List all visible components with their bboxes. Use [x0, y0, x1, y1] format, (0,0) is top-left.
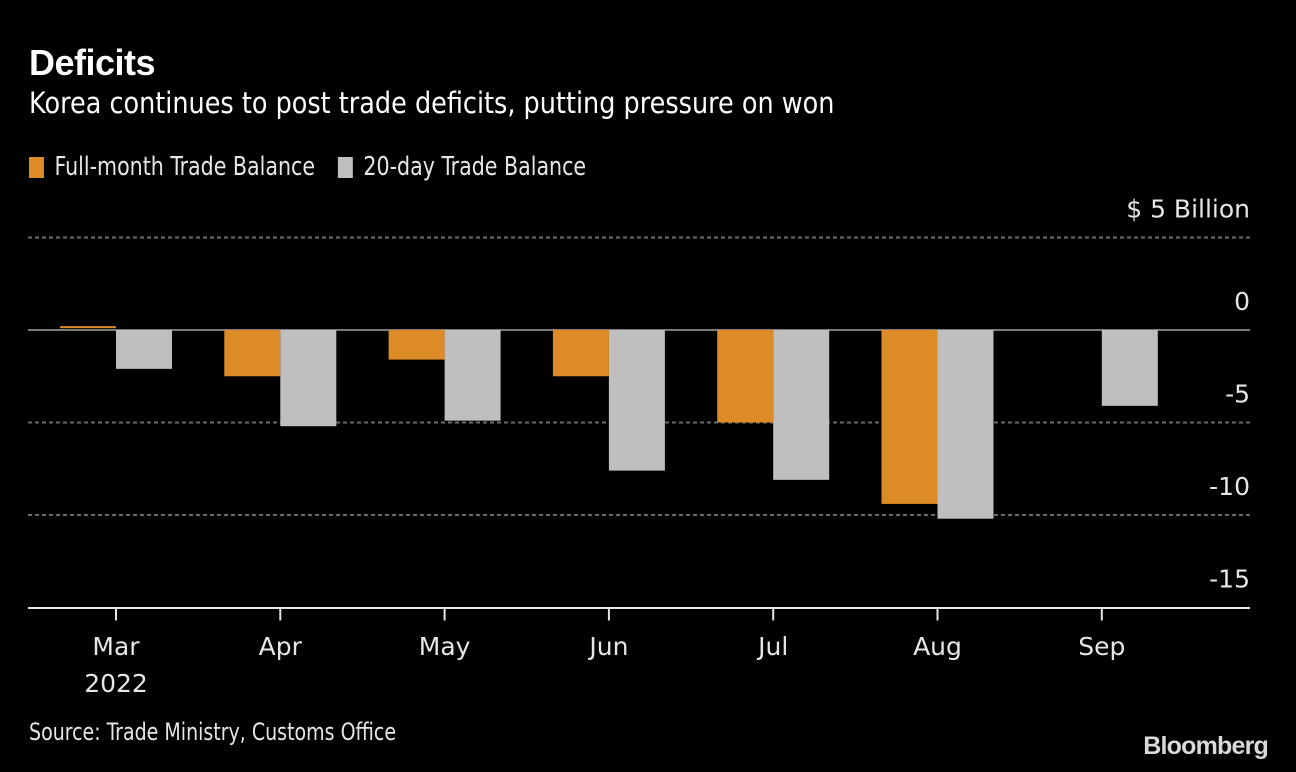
bar-full-month-jun [552, 330, 609, 377]
y-tick-label: $ 5 Billion [1126, 195, 1250, 224]
legend-item-20-day: 20-day Trade Balance [337, 152, 587, 182]
y-tick-label: -5 [1225, 380, 1250, 409]
y-tick-label: 0 [1234, 287, 1250, 316]
x-tick-label: Mar [92, 632, 140, 661]
bar-20-day-apr [280, 330, 337, 427]
bar-full-month-jul [717, 330, 774, 423]
bar-full-month-mar [60, 326, 116, 329]
bar-20-day-may [444, 330, 501, 421]
bar-full-month-apr [224, 330, 281, 377]
chart-title: Deficits [29, 42, 156, 83]
x-tick-label: Jul [756, 632, 788, 661]
x-tick-label: Aug [913, 632, 962, 661]
legend-swatch-full-month [29, 156, 44, 178]
x-tick-sublabel: 2022 [84, 669, 148, 698]
bloomberg-logo: Bloomberg [1143, 732, 1269, 760]
bar-20-day-jun [608, 330, 665, 471]
source-note: Source: Trade Ministry, Customs Office [29, 718, 397, 746]
bar-20-day-sep [1101, 330, 1158, 406]
x-tick-label: Sep [1078, 632, 1125, 661]
bar-20-day-aug [937, 330, 994, 519]
y-tick-label: -10 [1209, 472, 1250, 501]
legend: Full-month Trade Balance 20-day Trade Ba… [29, 152, 609, 182]
bar-20-day-mar [116, 330, 172, 369]
legend-swatch-20-day [337, 156, 353, 178]
y-tick-label: -15 [1209, 565, 1250, 594]
bar-full-month-aug [881, 330, 938, 504]
legend-label-20-day: 20-day Trade Balance [363, 152, 587, 182]
legend-item-full-month: Full-month Trade Balance [29, 152, 315, 182]
bar-20-day-jul [773, 330, 830, 480]
chart-subtitle: Korea continues to post trade deficits, … [29, 86, 835, 120]
legend-label-full-month: Full-month Trade Balance [54, 152, 316, 182]
x-tick-label: Apr [259, 632, 303, 661]
x-tick-label: Jun [587, 632, 628, 661]
x-tick-label: May [419, 632, 471, 661]
bar-full-month-may [388, 330, 445, 360]
